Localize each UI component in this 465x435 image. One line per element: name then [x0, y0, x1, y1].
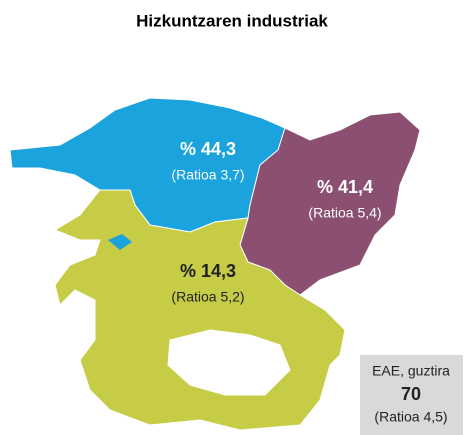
total-box [360, 355, 463, 435]
region-label: % 41,4 [317, 177, 373, 197]
map-title: Hizkuntzaren industriak [136, 11, 328, 30]
region-ratio: (Ratioa 5,4) [308, 205, 381, 221]
total-caption: EAE, guztira [372, 363, 450, 379]
lake [108, 234, 132, 250]
region-araba [53, 189, 346, 431]
region-label: % 14,3 [180, 261, 236, 281]
region-label: % 44,3 [180, 139, 236, 159]
region-ratio: (Ratioa 5,2) [171, 289, 244, 305]
region-gipuzkoa [239, 111, 421, 296]
total-value: 70 [401, 384, 421, 404]
region-bizkaia [9, 97, 286, 233]
region-ratio: (Ratioa 3,7) [171, 167, 244, 183]
total-ratio: (Ratioa 4,5) [374, 409, 447, 425]
